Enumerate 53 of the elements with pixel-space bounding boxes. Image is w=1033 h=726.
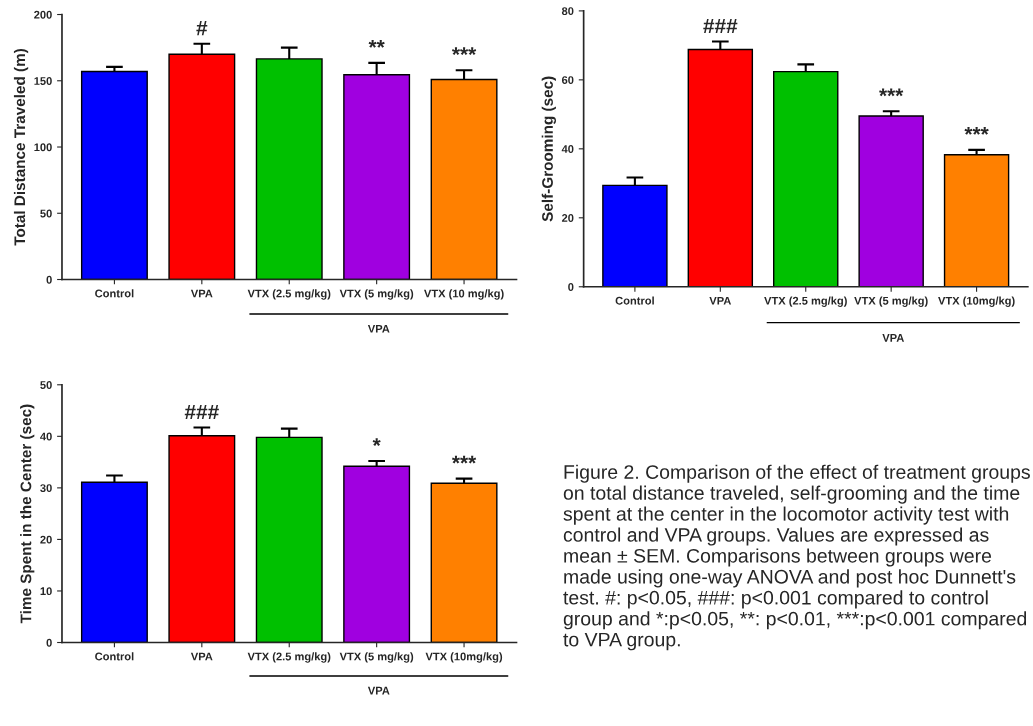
- bar: [343, 465, 411, 643]
- y-tick-label: 30: [40, 484, 52, 493]
- y-tick-label: 60: [561, 76, 574, 84]
- y-tick-label: 0: [568, 283, 574, 291]
- text: Figure 2. Comparison of the effect of treatment groups on total distance traveled, self-grooming and the time spent at the center in the locomotor activity test with control and VPA groups. Values are expressed as mean ± SEM. Comparisons between groups were made using one-way ANOVA and post hoc Dunnett's test. #: p<0.05, ###: p<0.001 compared to control group and *:p<0.05, **: p<0.01, ***:p<0.001 compared to VPA group.: [563, 464, 1030, 651]
- x-tick-label: VTX (10mg/kg): [938, 296, 1015, 307]
- annotation: *: [372, 438, 381, 446]
- bar: [858, 115, 924, 287]
- x-tick-label: VTX (10 mg/kg): [424, 289, 504, 300]
- x-tick-label: Control: [615, 296, 654, 305]
- y-tick-label: 50: [40, 209, 52, 218]
- y-tick-label: 100: [34, 143, 52, 152]
- annotation: ***: [451, 47, 477, 56]
- y-axis-title: Self-Grooming (sec): [541, 76, 557, 222]
- y-tick-label: 20: [561, 214, 574, 222]
- annotation: ###: [703, 18, 738, 34]
- y-tick-label: 10: [40, 587, 52, 596]
- y-tick-label: 40: [40, 432, 52, 441]
- text: VPA: [882, 334, 905, 342]
- y-tick-label: 20: [40, 535, 52, 544]
- y-tick-label: 50: [40, 381, 52, 389]
- bar: [80, 481, 148, 643]
- text: VPA: [367, 324, 390, 333]
- x-tick-label: Control: [95, 652, 134, 661]
- bar: [80, 70, 148, 280]
- x-tick-label: VTX (2.5 mg/kg): [247, 289, 331, 300]
- annotation: ***: [964, 127, 989, 135]
- bar: [430, 482, 498, 643]
- x-tick-label: VPA: [190, 652, 213, 661]
- y-tick-label: 200: [34, 10, 52, 19]
- x-tick-label: VPA: [190, 289, 213, 298]
- annotation: **: [368, 40, 385, 48]
- x-tick-label: VTX (2.5 mg/kg): [764, 296, 847, 307]
- y-tick-label: 150: [34, 77, 52, 85]
- y-tick-label: 0: [46, 638, 52, 647]
- y-tick-label: 40: [561, 145, 574, 153]
- x-tick-label: Control: [95, 289, 134, 298]
- y-tick-label: 0: [46, 275, 52, 284]
- x-tick-label: VTX (5 mg/kg): [339, 652, 414, 663]
- bar: [943, 153, 1010, 287]
- x-tick-label: VTX (5 mg/kg): [339, 289, 414, 300]
- annotation: ###: [184, 404, 219, 420]
- y-axis-title: Total Distance Traveled (m): [13, 48, 29, 246]
- annotation: #: [196, 20, 208, 36]
- annotation: ***: [451, 455, 477, 464]
- y-axis-title: Time Spent in the Center (sec): [20, 404, 35, 624]
- text: VPA: [367, 686, 390, 695]
- x-tick-label: VTX (2.5 mg/kg): [247, 652, 331, 663]
- x-tick-label: VTX (10mg/kg): [425, 652, 503, 663]
- x-tick-label: VPA: [709, 296, 732, 305]
- annotation: ***: [879, 88, 904, 97]
- y-tick-label: 80: [561, 7, 574, 16]
- x-tick-label: VTX (5 mg/kg): [854, 296, 928, 307]
